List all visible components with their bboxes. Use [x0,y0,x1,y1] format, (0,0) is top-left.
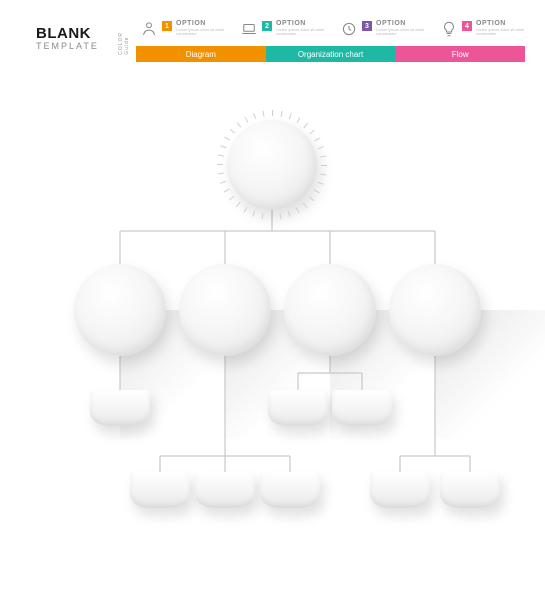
org-node-circle [284,264,376,356]
brand: BLANK TEMPLATE [36,26,99,51]
org-node-circle [179,264,271,356]
brand-line1: BLANK [36,26,99,41]
option-3: 3 OPTION Lorem ipsum dolor sit amet cons… [336,20,436,38]
bar-organization-chart: Organization chart [266,46,396,62]
bulb-icon [440,20,458,38]
org-chart [0,110,545,600]
option-desc: Lorem ipsum dolor sit amet consectetur [276,28,336,38]
option-text: OPTION Lorem ipsum dolor sit amet consec… [376,20,436,37]
color-guide-label: COLOR Guide [118,32,130,55]
org-node-circle [389,264,481,356]
bar-diagram: Diagram [136,46,266,62]
org-node-box [195,472,255,508]
person-icon [140,20,158,38]
org-node-box [130,472,190,508]
clock-icon [340,20,358,38]
option-desc: Lorem ipsum dolor sit amet consectetur [176,28,236,38]
laptop-icon [240,20,258,38]
option-desc: Lorem ipsum dolor sit amet consectetur [376,28,436,38]
option-text: OPTION Lorem ipsum dolor sit amet consec… [176,20,236,37]
brand-line2: TEMPLATE [36,42,99,51]
option-desc: Lorem ipsum dolor sit amet consectetur [476,28,536,38]
org-node-box [332,390,392,426]
option-text: OPTION Lorem ipsum dolor sit amet consec… [476,20,536,37]
option-text: OPTION Lorem ipsum dolor sit amet consec… [276,20,336,37]
org-node-box [260,472,320,508]
org-node-box [440,472,500,508]
option-number: 2 [262,21,272,31]
option-1: 1 OPTION Lorem ipsum dolor sit amet cons… [136,20,236,38]
option-number: 1 [162,21,172,31]
option-number: 4 [462,21,472,31]
org-node-box [370,472,430,508]
org-node-circle [74,264,166,356]
option-2: 2 OPTION Lorem ipsum dolor sit amet cons… [236,20,336,38]
org-node-box [90,390,150,426]
option-number: 3 [362,21,372,31]
bar-flow: Flow [395,46,525,62]
org-node-box [268,390,328,426]
options-row: 1 OPTION Lorem ipsum dolor sit amet cons… [136,20,536,38]
category-bars: DiagramOrganization chartFlow [136,46,525,62]
org-node-circle [227,120,317,210]
option-4: 4 OPTION Lorem ipsum dolor sit amet cons… [436,20,536,38]
